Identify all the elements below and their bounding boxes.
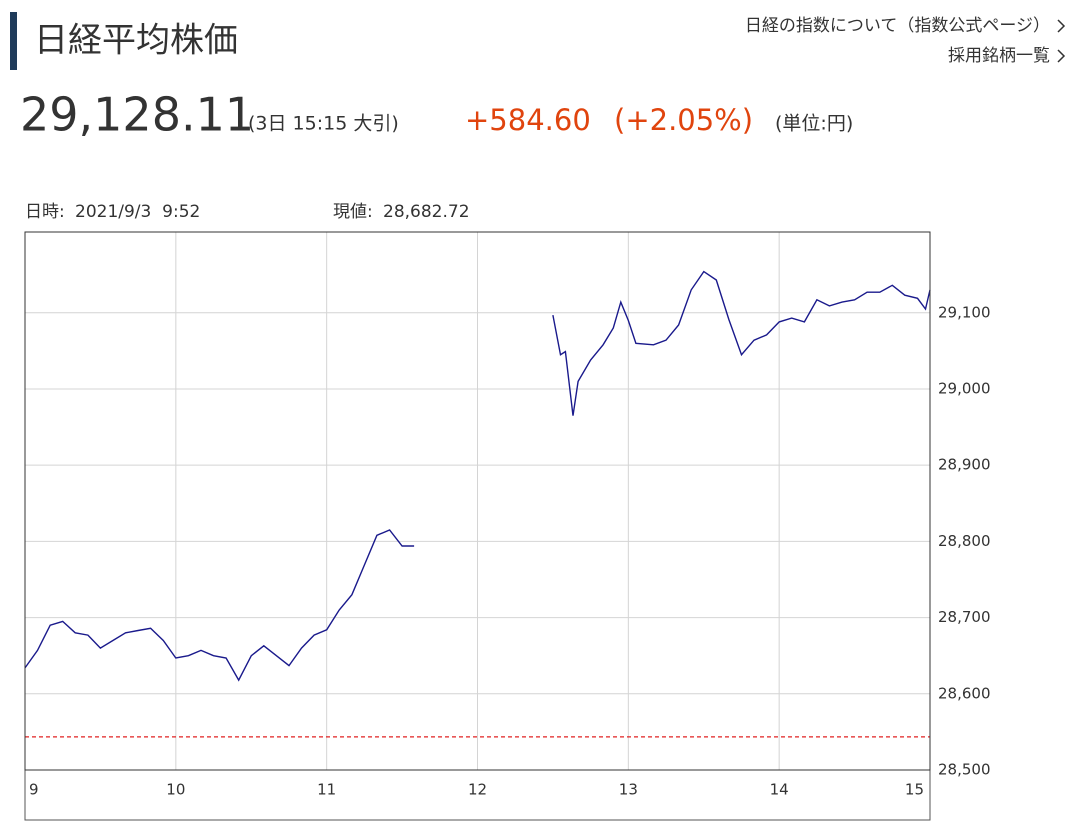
- x-tick-label: 13: [619, 781, 638, 799]
- x-tick-label: 15: [905, 781, 924, 799]
- y-tick-label: 28,600: [938, 684, 991, 702]
- info-date: 2021/9/3 9:52: [75, 202, 200, 222]
- x-tick-label: 14: [770, 781, 789, 799]
- change: +584.60: [465, 103, 591, 137]
- title-accent: [10, 12, 17, 70]
- unit: (単位:円): [775, 113, 853, 135]
- price-line: [24, 270, 931, 682]
- y-tick-label: 28,900: [938, 456, 991, 474]
- y-tick-label: 28,500: [938, 761, 991, 779]
- price-time: (3日 15:15 大引): [248, 113, 399, 135]
- change-pct: (+2.05%): [614, 103, 753, 137]
- info-value: 28,682.72: [383, 202, 470, 222]
- chevron: [1057, 49, 1066, 63]
- x-tick-label: 12: [468, 781, 487, 799]
- chevron: [1057, 19, 1066, 33]
- y-tick-label: 29,100: [938, 303, 991, 321]
- y-tick-label: 28,700: [938, 608, 991, 626]
- price: 29,128.11: [20, 88, 254, 142]
- y-tick-label: 28,800: [938, 532, 991, 550]
- constituents-link[interactable]: 採用銘柄一覧: [948, 46, 1050, 66]
- page-title: 日経平均株価: [34, 21, 238, 61]
- x-tick-label: 9: [29, 781, 39, 799]
- index-link[interactable]: 日経の指数について（指数公式ページ）: [745, 16, 1050, 36]
- x-tick-label: 10: [166, 781, 185, 799]
- x-tick-label: 11: [317, 781, 336, 799]
- info-label: 日時:: [25, 202, 65, 222]
- plot-frame: [24, 231, 931, 771]
- x-axis-strip: [24, 769, 931, 821]
- y-tick-label: 29,000: [938, 379, 991, 397]
- info-label: 現値:: [333, 202, 373, 222]
